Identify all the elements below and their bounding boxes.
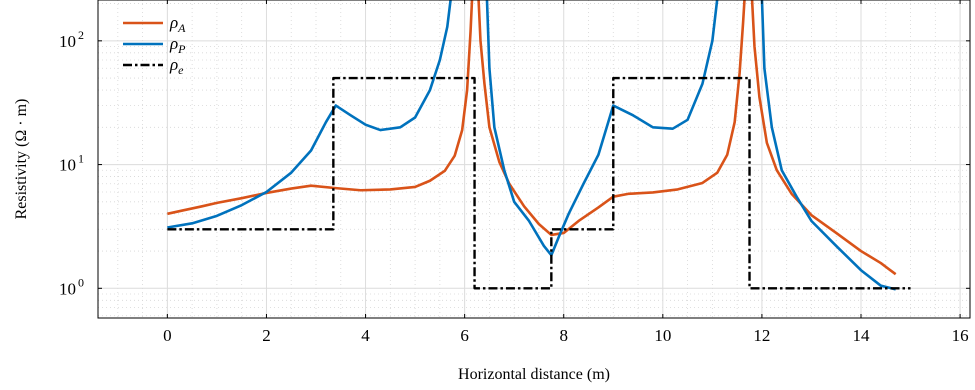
legend-label-rho-e: ρe [169,55,184,77]
x-tick-label: 2 [262,326,271,345]
series-rho-e-line [167,76,911,290]
x-tick-label: 14 [853,326,871,345]
y-tick-exponent: 2 [78,28,84,42]
y-tick-label: 10 [59,32,76,51]
x-tick-label: 16 [952,326,969,345]
x-axis-label: Horizontal distance (m) [458,366,610,383]
legend-label-rho-A: ρA [169,13,186,35]
x-tick-label: 6 [460,326,469,345]
series-layer [167,0,911,291]
x-tick-label: 8 [559,326,568,345]
x-tick-label: 0 [163,326,172,345]
x-tick-label: 4 [361,326,370,345]
legend-label-rho-P: ρP [169,34,186,56]
y-axis-label: Resistivity (Ω · m) [13,99,30,220]
plot-frame [97,0,971,319]
y-tick-label: 10 [59,279,76,298]
x-tick-label: 10 [654,326,671,345]
grid [98,0,970,318]
y-tick-exponent: 0 [78,275,84,289]
y-tick-label: 10 [59,156,76,175]
x-tick-label: 12 [753,326,770,345]
y-tick-exponent: 1 [78,152,84,166]
series-rho-A-line [167,0,897,276]
